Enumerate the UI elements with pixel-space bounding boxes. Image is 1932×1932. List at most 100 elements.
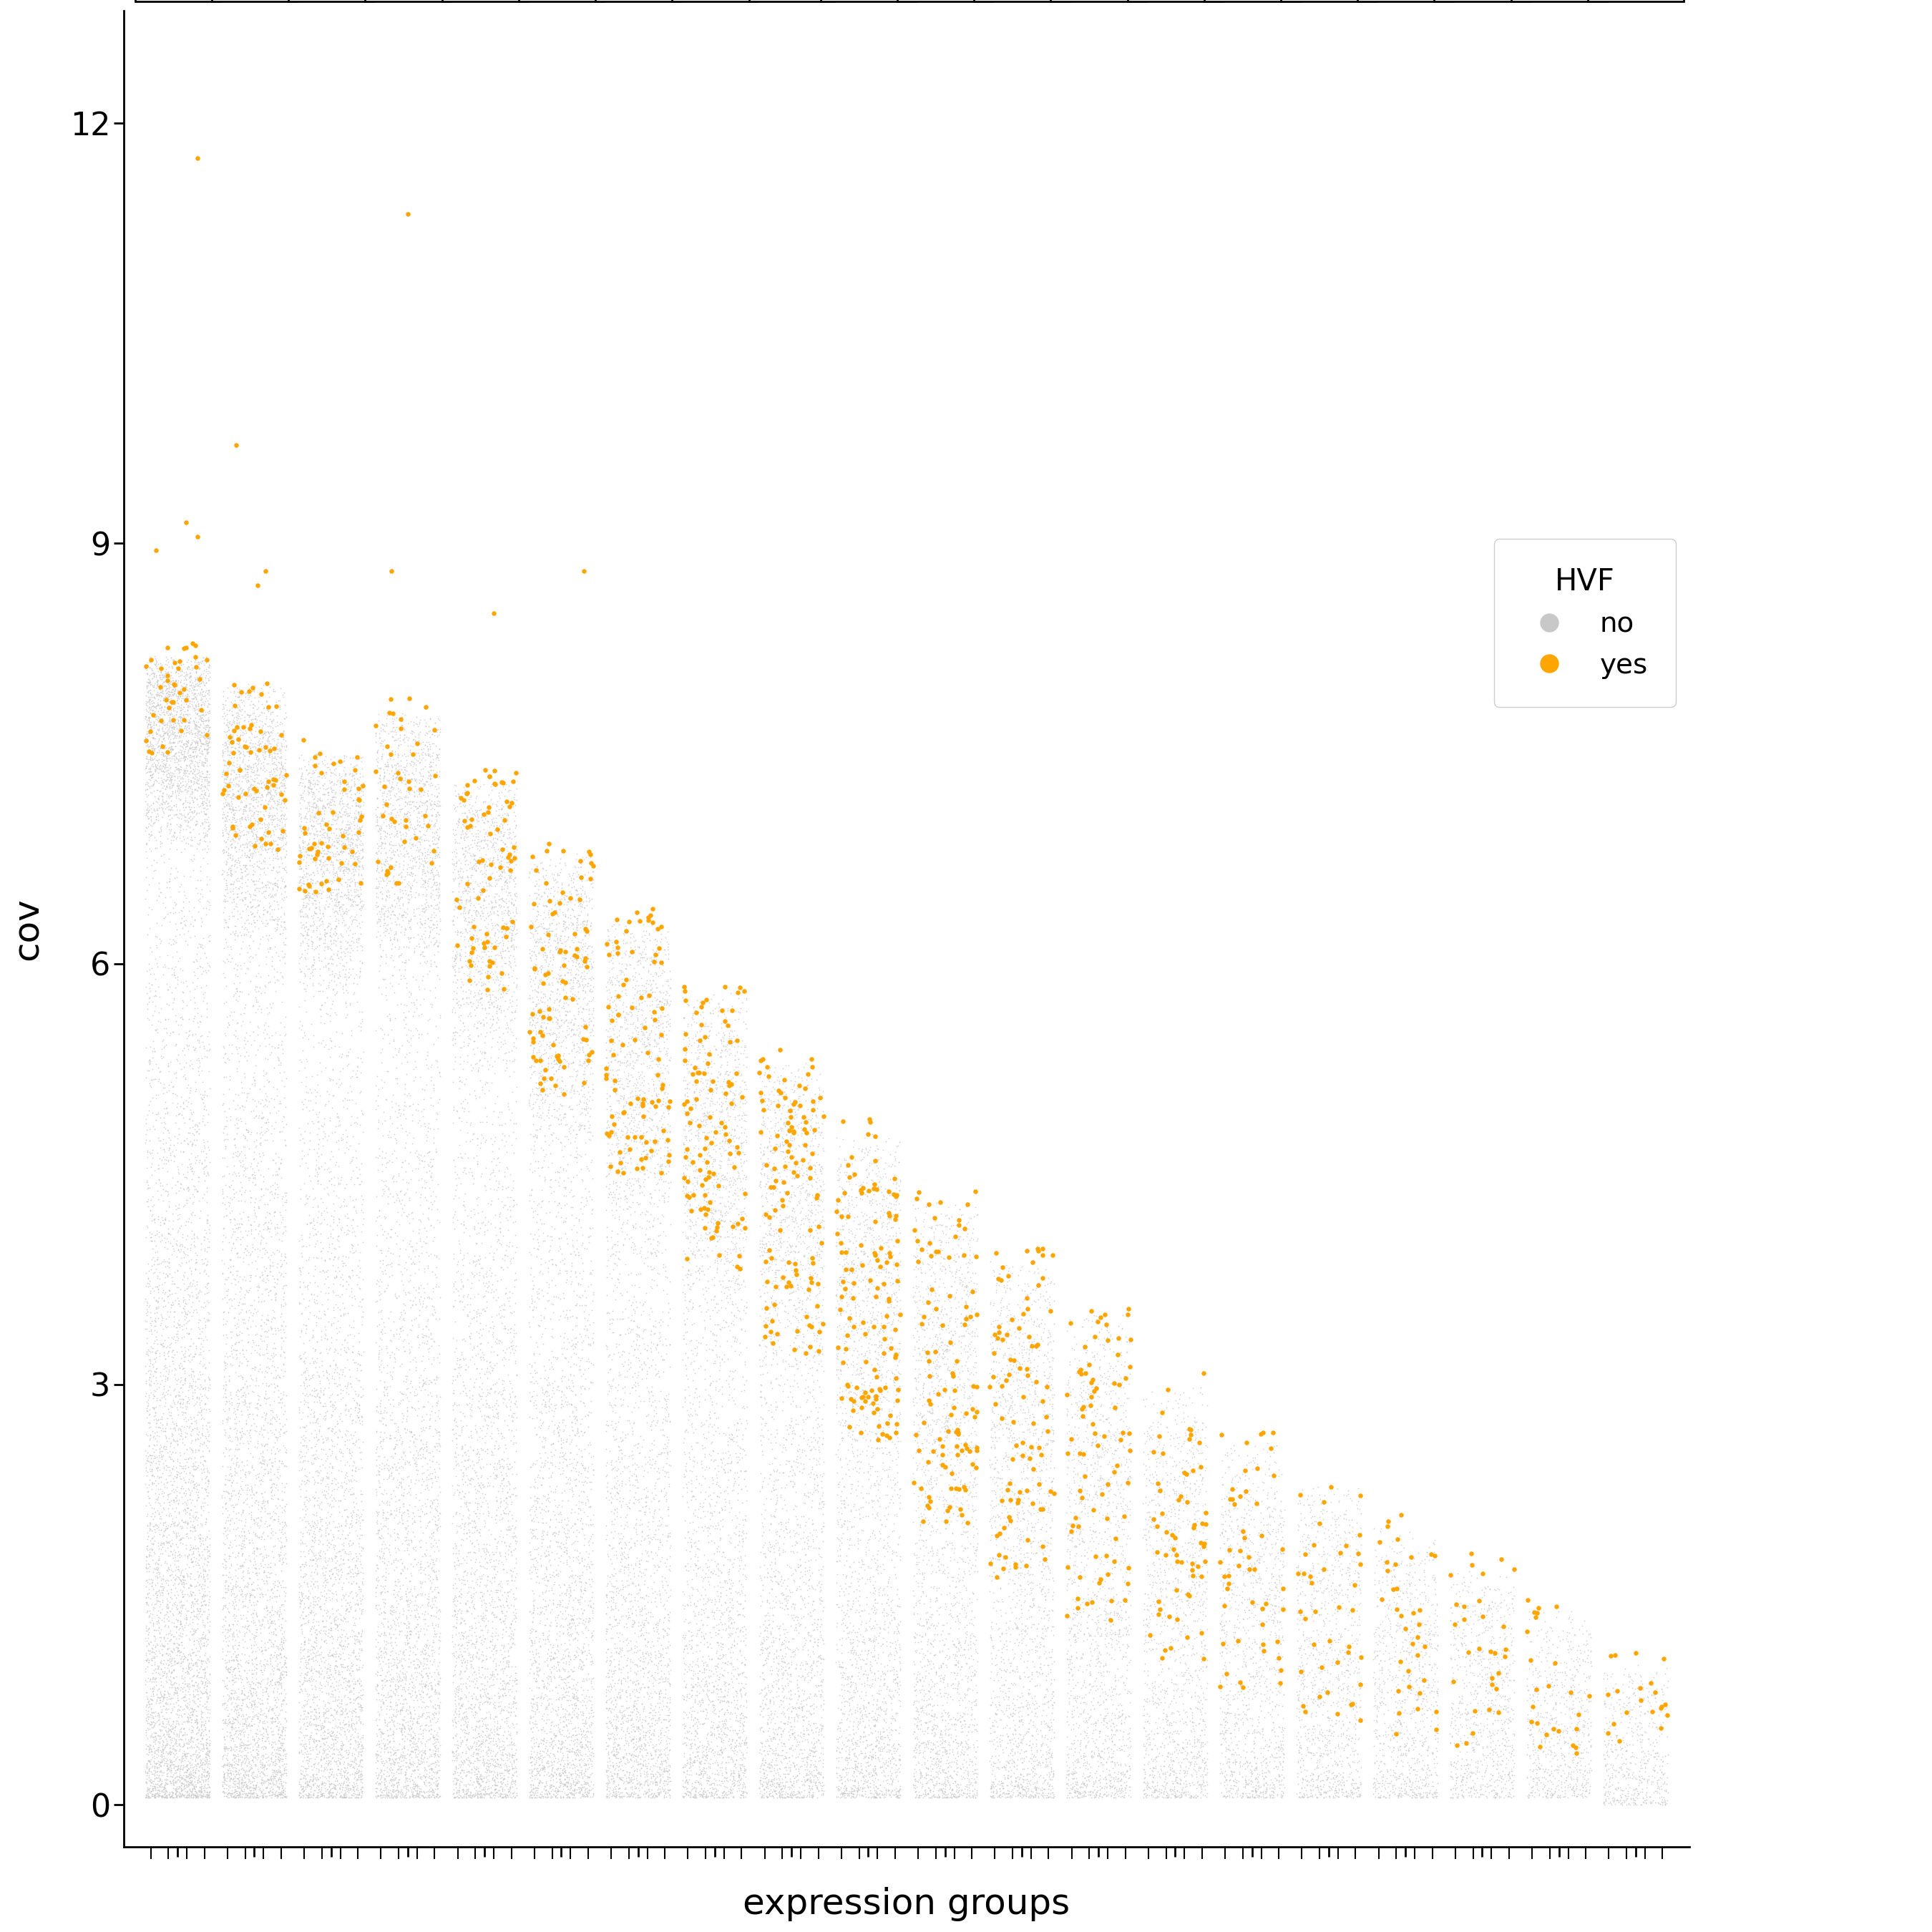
Point [1065, 1546, 1095, 1577]
Point [1470, 1752, 1501, 1783]
Point [1159, 1571, 1190, 1602]
Point [1447, 1762, 1478, 1793]
Point [609, 968, 639, 999]
Point [1109, 1515, 1140, 1546]
Point [717, 1306, 748, 1337]
Point [638, 1379, 668, 1410]
Point [330, 867, 361, 898]
Point [400, 1153, 431, 1184]
Point [245, 1538, 276, 1569]
Point [597, 1395, 628, 1426]
Point [543, 1758, 574, 1789]
Point [160, 1594, 191, 1625]
Point [448, 1605, 479, 1636]
Point [408, 775, 439, 806]
Point [325, 1772, 355, 1803]
Point [240, 1480, 270, 1511]
Point [554, 1126, 585, 1157]
Point [386, 900, 417, 931]
Point [916, 1211, 947, 1242]
Point [1130, 1762, 1161, 1793]
Point [873, 1200, 904, 1231]
Point [1260, 1482, 1291, 1513]
Point [1078, 1439, 1109, 1470]
Point [288, 927, 319, 958]
Point [537, 1341, 568, 1372]
Point [860, 1776, 891, 1806]
Point [1316, 1575, 1347, 1605]
Point [539, 925, 570, 956]
Point [495, 1774, 526, 1804]
Point [437, 906, 468, 937]
Point [439, 1238, 469, 1269]
Point [184, 1623, 214, 1654]
Point [850, 1339, 881, 1370]
Point [444, 1623, 475, 1654]
Point [346, 1401, 377, 1432]
Point [763, 1540, 794, 1571]
Point [332, 825, 363, 856]
Point [1463, 1602, 1493, 1633]
Point [375, 1660, 406, 1690]
Point [471, 1685, 502, 1716]
Point [137, 1041, 168, 1072]
Point [384, 1424, 415, 1455]
Point [137, 723, 168, 753]
Point [338, 1557, 369, 1588]
Point [303, 1482, 334, 1513]
Point [1171, 1727, 1202, 1758]
Point [1097, 1393, 1128, 1424]
Point [537, 1584, 568, 1615]
Point [135, 726, 166, 757]
Point [526, 1441, 556, 1472]
Point [469, 929, 500, 960]
Point [593, 1692, 624, 1723]
Point [518, 1339, 549, 1370]
Point [251, 1719, 282, 1750]
Point [1136, 1754, 1167, 1785]
Point [1132, 1505, 1163, 1536]
Point [771, 1273, 802, 1304]
Point [311, 1605, 342, 1636]
Point [191, 641, 222, 672]
Point [139, 794, 170, 825]
Point [981, 1777, 1012, 1808]
Point [570, 1466, 601, 1497]
Point [440, 781, 471, 811]
Point [466, 802, 497, 833]
Point [137, 1727, 168, 1758]
Point [645, 985, 676, 1016]
Point [935, 1681, 966, 1712]
Point [545, 885, 576, 916]
Point [866, 1694, 896, 1725]
Point [193, 1615, 224, 1646]
Point [176, 1654, 207, 1685]
Point [628, 1248, 659, 1279]
Point [690, 1283, 721, 1314]
Point [578, 1455, 609, 1486]
Point [1557, 1685, 1588, 1716]
Point [346, 1776, 377, 1806]
Point [249, 1534, 280, 1565]
Point [639, 968, 670, 999]
Point [1265, 1486, 1296, 1517]
Point [164, 771, 195, 802]
Point [442, 1470, 473, 1501]
Point [485, 852, 516, 883]
Point [151, 649, 182, 680]
Point [705, 1735, 736, 1766]
Point [390, 1609, 421, 1640]
Point [375, 1706, 406, 1737]
Point [325, 1739, 355, 1770]
Point [471, 1215, 502, 1246]
Point [462, 1219, 493, 1250]
Point [172, 1656, 203, 1687]
Point [983, 1368, 1014, 1399]
Point [408, 1490, 439, 1520]
Point [1486, 1611, 1517, 1642]
Point [852, 1240, 883, 1271]
Point [408, 759, 439, 790]
Point [599, 1065, 630, 1095]
Point [1182, 1605, 1213, 1636]
Point [290, 817, 321, 848]
